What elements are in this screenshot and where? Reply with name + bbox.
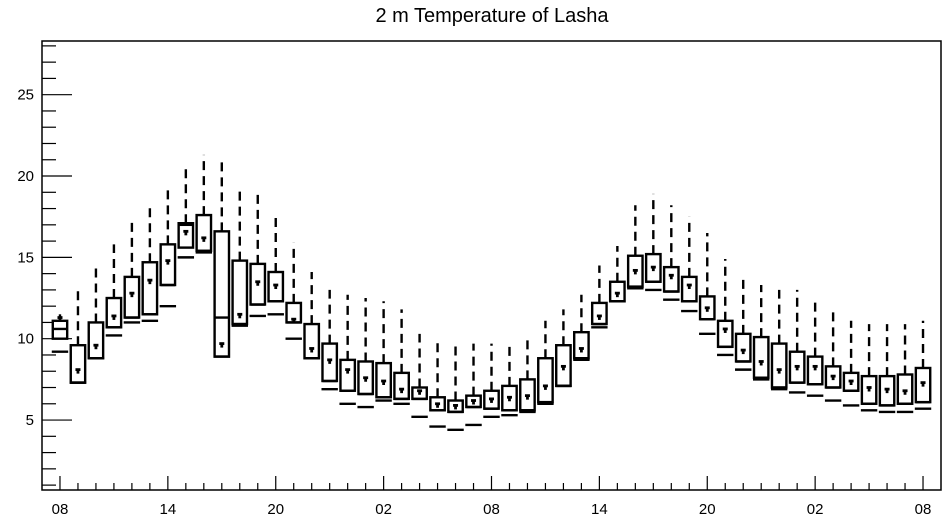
x-tick-label: 08 (52, 501, 69, 518)
box-group (537, 320, 554, 405)
box-group (69, 289, 87, 384)
box-group (51, 314, 69, 353)
box (537, 357, 554, 404)
box (177, 222, 195, 249)
box (339, 358, 357, 392)
box-group (411, 333, 428, 418)
box-group (285, 242, 303, 340)
box-group (105, 244, 123, 337)
box-group (447, 345, 464, 432)
box (123, 275, 141, 319)
box-group (788, 289, 806, 394)
box-group (465, 343, 482, 427)
box-group (267, 213, 285, 316)
box-group (141, 205, 159, 323)
box (159, 243, 177, 287)
box-group (195, 154, 213, 254)
box-group (608, 245, 626, 303)
box-group (896, 324, 914, 414)
y-tick-label: 25 (17, 87, 34, 104)
box-group (806, 298, 824, 397)
box-group (842, 320, 860, 407)
box-group (644, 193, 662, 292)
y-tick-label: 15 (17, 249, 34, 266)
box (573, 330, 590, 360)
box-group (860, 324, 878, 412)
box-group (914, 320, 932, 410)
box-group (590, 265, 608, 329)
plot-frame (41, 40, 942, 491)
box-group (87, 265, 105, 360)
box-group (321, 289, 339, 391)
x-tick-label: 02 (807, 501, 824, 518)
x-tick-label: 14 (160, 501, 177, 518)
y-tick-label: 5 (26, 412, 34, 429)
box-group (698, 232, 716, 336)
box-group (159, 187, 177, 308)
box (716, 319, 734, 349)
box-group (878, 324, 896, 414)
box-group (357, 298, 375, 409)
box (752, 335, 770, 379)
x-axis: 08 14 20 02 08 14 20 02 08 (52, 476, 932, 518)
box-group (824, 311, 842, 402)
box (608, 280, 626, 303)
box-group (339, 294, 357, 405)
box-group (303, 272, 321, 360)
plot-border (41, 40, 942, 491)
box (734, 332, 752, 363)
y-tick-label: 20 (17, 168, 34, 185)
box (590, 301, 608, 326)
y-axis: 5 10 15 20 25 (17, 45, 72, 486)
chart-title: 2 m Temperature of Lasha (375, 5, 609, 27)
box-group (752, 285, 770, 381)
box (896, 373, 914, 405)
x-tick-label: 14 (591, 501, 608, 518)
box (87, 321, 105, 360)
box (770, 342, 788, 389)
box-group (555, 309, 572, 388)
box-group (249, 190, 267, 318)
box (806, 355, 824, 386)
x-tick-label: 20 (267, 501, 284, 518)
box-group (177, 166, 195, 259)
box (105, 296, 123, 329)
box-group (429, 338, 446, 428)
box-group (716, 258, 734, 357)
box-group (213, 156, 231, 358)
box (141, 261, 159, 316)
box-group (231, 189, 249, 327)
box-group (734, 275, 752, 371)
box-group (123, 221, 141, 324)
box (195, 213, 213, 253)
box-group (680, 216, 698, 313)
x-tick-label: 08 (915, 501, 932, 518)
box (662, 265, 680, 293)
box-group (573, 294, 590, 362)
y-tick-label: 10 (17, 331, 34, 348)
box-series (51, 154, 932, 432)
box-group (519, 337, 536, 414)
box-group (375, 301, 393, 402)
box-group (501, 341, 518, 417)
x-tick-label: 20 (699, 501, 716, 518)
x-tick-label: 02 (375, 501, 392, 518)
box (393, 371, 410, 401)
x-tick-label: 08 (483, 501, 500, 518)
box-group (626, 205, 644, 290)
box-group (483, 343, 500, 418)
box (680, 275, 698, 303)
box-group (393, 309, 410, 405)
box (69, 344, 87, 384)
box (303, 322, 321, 360)
box (213, 230, 231, 358)
box-group (662, 205, 680, 301)
box-group (770, 289, 788, 391)
